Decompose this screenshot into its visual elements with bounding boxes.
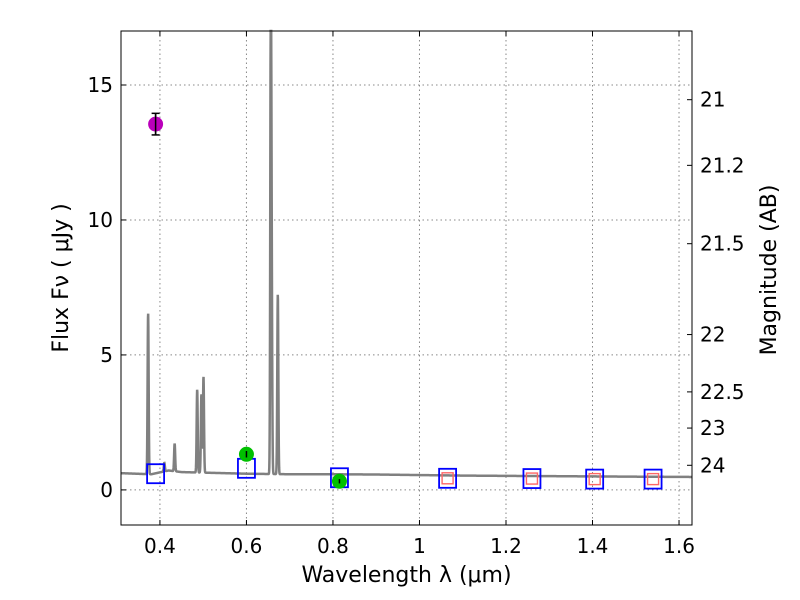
magnitude-tick-label: 22.5: [700, 380, 745, 404]
plot-frame: [120, 30, 693, 526]
model-photometry-box: [585, 468, 605, 490]
x-tick-label: 0.4: [144, 534, 176, 558]
upper-limit-box: [441, 472, 454, 485]
y-tick-label: 0: [100, 478, 113, 502]
x-tick-label: 1.6: [663, 534, 695, 558]
y-axis-label: Flux Fν ( μJy ): [49, 203, 74, 352]
magnitude-tick-label: 21: [700, 88, 725, 112]
model-spectrum-line: [120, 29, 692, 479]
marker-layer: [146, 112, 663, 490]
x-tick-label: 1: [413, 534, 426, 558]
grid-layer: [121, 31, 692, 525]
tick-layer: 0.4 0.6 0.8 1 1.2 1.4 1.6 0 5 10 15 21 21.2 21.5 22 22.…: [88, 31, 745, 558]
magnitude-tick-label: 21.2: [700, 153, 745, 177]
x-tick-label: 0.6: [231, 534, 263, 558]
model-photometry-box: [522, 468, 542, 489]
x-tick-label: 1.4: [577, 534, 609, 558]
x-tick-label: 0.8: [317, 534, 349, 558]
upper-limit-box: [588, 472, 601, 486]
upper-limit-box: [525, 472, 539, 485]
x-tick-label: 1.2: [490, 534, 522, 558]
magnitude-tick-label: 21.5: [700, 232, 745, 256]
y-tick-label: 15: [88, 73, 113, 97]
spectrum-layer: [120, 29, 692, 479]
upper-limit-box: [646, 472, 660, 486]
model-photometry-box: [438, 467, 457, 489]
magnitude-tick-label: 23: [700, 416, 725, 440]
magnitude-axis-label: Magnitude (AB): [757, 185, 782, 356]
axis-labels: Wavelength λ (μm) Flux Fν ( μJy ) Magnit…: [49, 185, 782, 588]
magnitude-tick-label: 24: [700, 453, 725, 477]
model-photometry-box: [643, 468, 663, 490]
y-tick-label: 5: [100, 343, 113, 367]
y-tick-label: 10: [88, 208, 113, 232]
magnitude-tick-label: 22: [700, 323, 725, 347]
x-axis-label: Wavelength λ (μm): [301, 563, 511, 588]
model-photometry-box: [146, 463, 166, 485]
